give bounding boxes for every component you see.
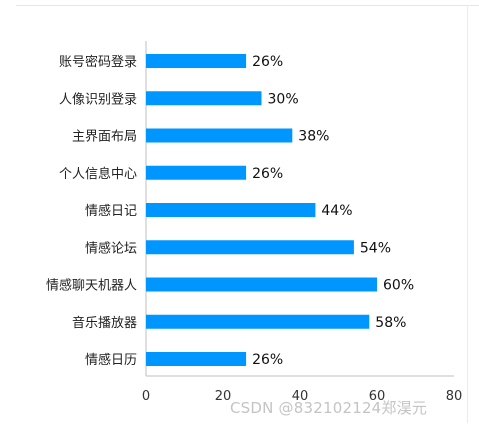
bar (146, 91, 262, 106)
category-label: 情感日记 (85, 203, 137, 219)
category-label: 人像识别登录 (59, 92, 137, 107)
bar (146, 165, 247, 180)
x-tick-label: 0 (142, 389, 150, 404)
data-label: 26% (252, 166, 283, 182)
category-label: 个人信息中心 (59, 166, 137, 182)
bar (146, 352, 247, 366)
bar (146, 277, 377, 292)
category-labels: 账号密码登录人像识别登录主界面布局个人信息中心情感日记情感论坛情感聊天机器人音乐… (46, 54, 137, 368)
x-tick-label: 20 (215, 389, 232, 404)
x-tick-label: 80 (446, 389, 463, 404)
bars-group (146, 54, 377, 366)
watermark: CSDN @832102124郑淏元 (230, 399, 428, 417)
category-label: 情感日历 (85, 352, 137, 368)
category-label: 情感论坛 (85, 240, 137, 256)
data-label: 38% (298, 129, 329, 145)
x-tick-label: 60 (369, 389, 386, 404)
data-label: 30% (268, 91, 299, 107)
frame-border-right (467, 5, 468, 423)
category-label: 账号密码登录 (59, 54, 137, 70)
category-label: 主界面布局 (72, 130, 137, 145)
data-label: 26% (252, 54, 283, 70)
data-label: 26% (252, 352, 283, 368)
bar (146, 314, 370, 329)
bar (146, 54, 247, 68)
frame-border-top (16, 5, 479, 6)
bar (146, 240, 354, 255)
bar (146, 203, 316, 217)
bar (146, 128, 293, 143)
x-tick-label: 40 (292, 389, 309, 404)
category-label: 音乐播放器 (72, 315, 137, 331)
data-label: 54% (360, 240, 391, 256)
data-label: 60% (383, 278, 414, 294)
data-label: 44% (321, 203, 352, 219)
data-label: 58% (375, 315, 406, 331)
value-labels: 26% 30% 38% 26% 44% 54% 60% 58% 26% (252, 54, 414, 368)
category-label: 情感聊天机器人 (46, 278, 137, 294)
x-tick-labels: 0 20 40 60 80 (142, 389, 462, 404)
